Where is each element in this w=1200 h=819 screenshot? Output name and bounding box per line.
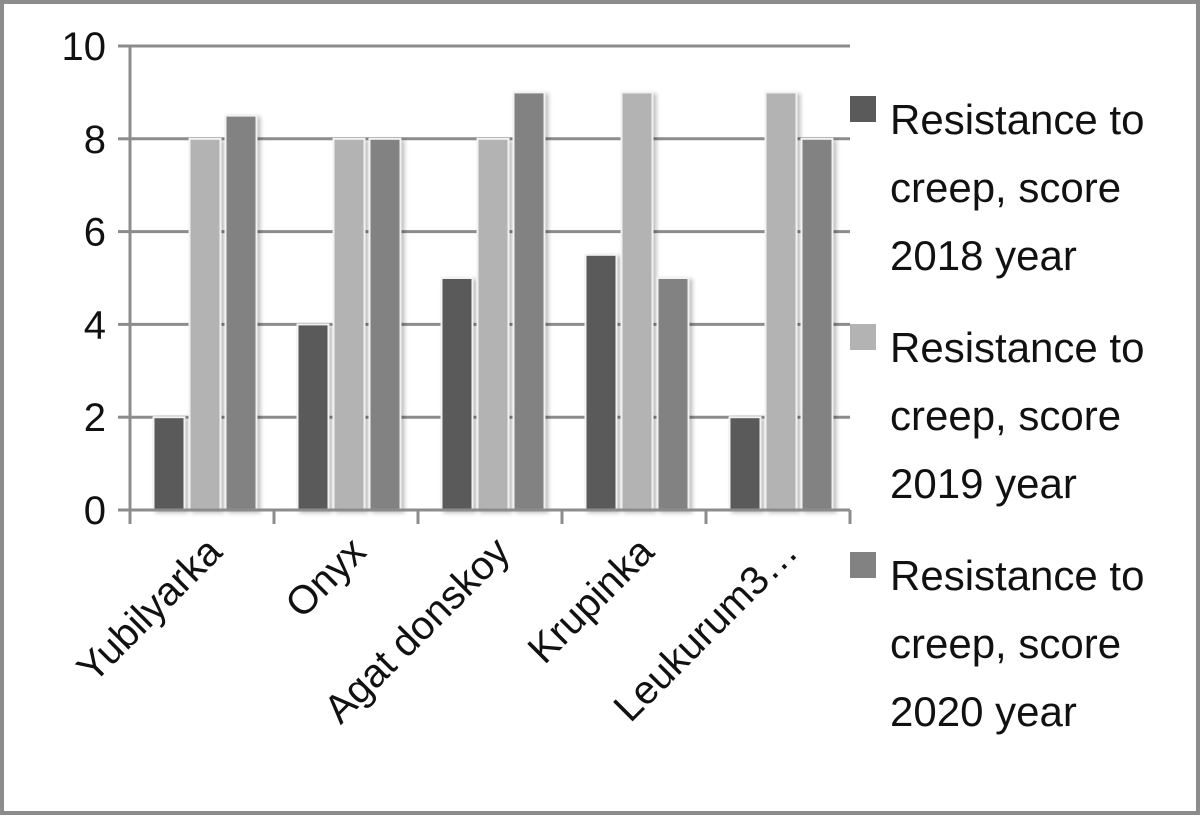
bar <box>368 137 402 512</box>
axes <box>118 44 852 524</box>
bar <box>620 91 654 512</box>
legend-swatch <box>850 324 876 350</box>
y-tick-label: 0 <box>84 489 106 533</box>
y-tick-label: 6 <box>84 211 106 255</box>
y-tick-label: 4 <box>84 303 106 347</box>
bar <box>800 137 834 512</box>
x-category-label: Krupinka <box>520 529 663 672</box>
y-tick-label: 8 <box>84 118 106 162</box>
bar <box>584 253 618 511</box>
x-category-label: Onyx <box>277 529 374 626</box>
y-tick-label: 10 <box>62 25 107 69</box>
legend: Resistance to creep, score 2018 year Resist… <box>850 96 1144 735</box>
bar <box>224 114 258 511</box>
legend-label: Resistance to creep, score 2019 year <box>890 324 1144 507</box>
bar <box>512 91 546 512</box>
legend-swatch <box>850 552 876 578</box>
legend-label: Resistance to creep, score 2018 year <box>890 96 1144 279</box>
bar <box>656 277 690 511</box>
bar <box>728 416 762 512</box>
bar <box>332 137 366 512</box>
bar <box>188 137 222 512</box>
bar <box>476 137 510 512</box>
x-category-label: Yubilyarka <box>69 529 231 691</box>
y-tick-label: 2 <box>84 396 106 440</box>
legend-label: Resistance to creep, score 2020 year <box>890 552 1144 735</box>
bar <box>764 91 798 512</box>
bar <box>152 416 186 512</box>
bars <box>152 91 834 512</box>
bar <box>296 323 330 511</box>
legend-swatch <box>850 96 876 122</box>
y-tick-labels: 0 2 4 6 8 10 <box>62 25 107 533</box>
bar <box>440 277 474 511</box>
